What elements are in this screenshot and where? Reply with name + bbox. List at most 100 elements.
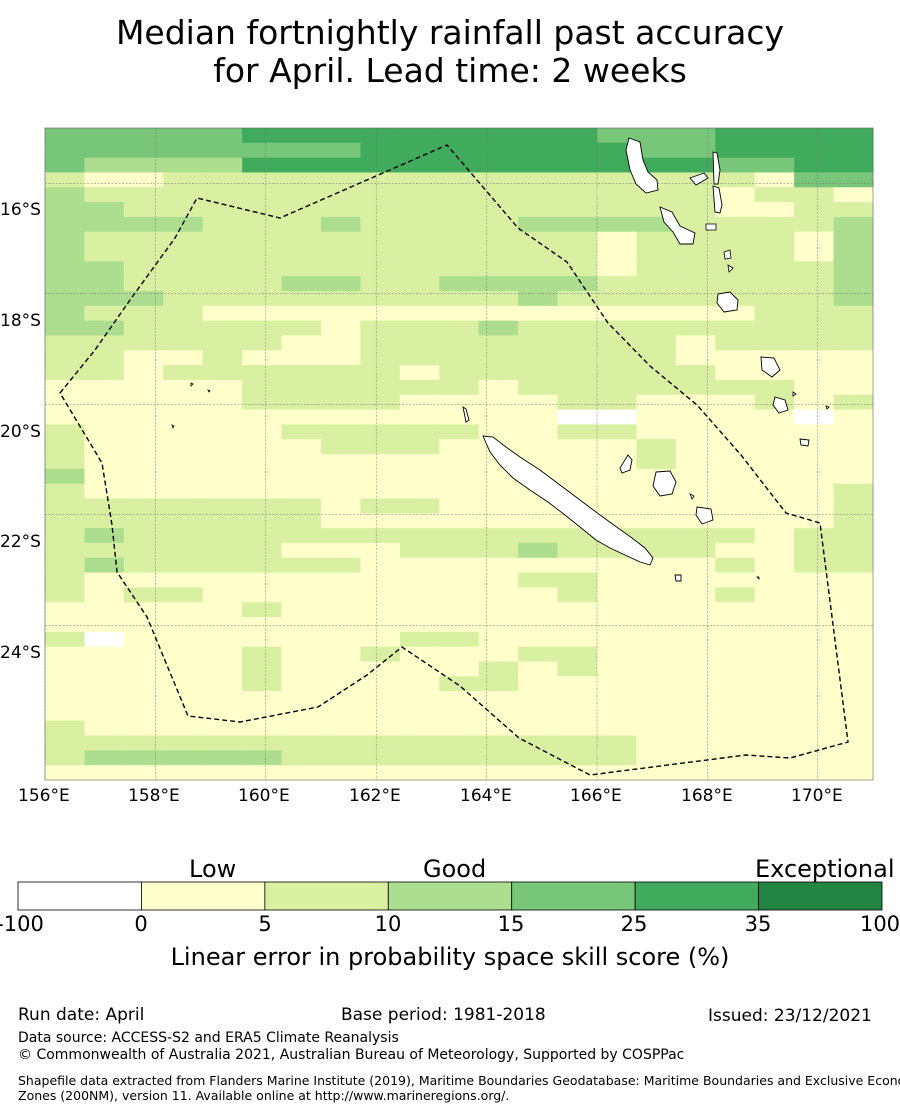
grid-cell	[163, 720, 204, 737]
grid-cell	[557, 572, 598, 588]
grid-cell	[478, 661, 519, 677]
grid-cell	[84, 379, 125, 396]
grid-cell	[597, 468, 637, 485]
grid-cell	[754, 557, 795, 574]
grid-cell	[597, 720, 637, 737]
grid-cell	[45, 542, 85, 559]
grid-cell	[163, 631, 204, 648]
grid-cell	[715, 720, 756, 737]
grid-cell	[242, 454, 283, 470]
grid-cell	[833, 231, 874, 248]
grid-cell	[675, 409, 716, 425]
grid-cell	[557, 720, 598, 737]
grid-cell	[478, 350, 519, 366]
grid-cell	[794, 468, 835, 485]
grid-cell	[242, 661, 283, 677]
grid-cell	[242, 483, 283, 499]
grid-cell	[281, 557, 322, 574]
grid-cell	[321, 379, 361, 396]
grid-cell	[557, 631, 598, 648]
grid-cell	[360, 661, 401, 677]
grid-cell	[715, 172, 756, 188]
grid-cell	[715, 617, 756, 633]
grid-cell	[399, 305, 440, 322]
isle-of-pines	[674, 574, 682, 582]
grid-cell	[675, 528, 716, 544]
base-period: Base period: 1981-2018	[341, 1005, 546, 1025]
grid-cell	[163, 691, 204, 707]
x-tick-label: 156°E	[18, 786, 70, 806]
grid-cell	[636, 735, 677, 751]
grid-cell	[794, 157, 835, 173]
grid-cell	[754, 216, 795, 233]
grid-cell	[242, 750, 283, 766]
grid-cell	[754, 750, 795, 766]
grid-cell	[636, 661, 677, 677]
grid-cell	[833, 528, 874, 544]
grid-cell	[715, 765, 756, 781]
grid-cell	[754, 320, 795, 336]
grid-cell	[833, 483, 874, 499]
grid-cell	[794, 528, 835, 544]
grid-cell	[794, 735, 835, 751]
grid-cell	[478, 705, 519, 722]
grid-cell	[518, 394, 559, 411]
grid-cell	[360, 142, 401, 159]
grid-cell	[597, 172, 637, 188]
grid-cell	[123, 187, 164, 203]
grid-cell	[281, 454, 322, 470]
grid-cell	[321, 720, 361, 737]
grid-cell	[636, 128, 677, 144]
grid-cell	[675, 128, 716, 144]
grid-cell	[360, 157, 401, 173]
grid-cell	[202, 409, 243, 425]
grid-cell	[123, 202, 164, 218]
grid-cell	[399, 513, 440, 529]
grid-cell	[833, 187, 874, 203]
pentecost-island	[712, 185, 723, 214]
grid-cell	[399, 720, 440, 737]
grid-cell	[163, 542, 204, 559]
grid-cell	[281, 261, 322, 277]
grid-cell	[675, 261, 716, 277]
grid-cell	[163, 646, 204, 662]
grid-cell	[794, 350, 835, 366]
chart-title: Median fortnightly rainfall past accurac…	[0, 14, 900, 90]
grid-cell	[84, 231, 125, 248]
grid-cell	[597, 187, 637, 203]
grid-cell	[123, 350, 164, 366]
grid-cell	[399, 705, 440, 722]
grid-cell	[360, 631, 401, 648]
grid-cell	[518, 513, 559, 529]
grid-cell	[84, 320, 125, 336]
x-tick-label: 170°E	[791, 786, 843, 806]
grid-cell	[557, 379, 598, 396]
grid-cell	[45, 735, 85, 751]
grid-cell	[123, 468, 164, 485]
grid-cell	[321, 424, 361, 440]
grid-cell	[360, 498, 401, 514]
grid-cell	[715, 646, 756, 662]
grid-cell	[123, 528, 164, 544]
grid-cell	[833, 276, 874, 292]
grid-cell	[557, 676, 598, 692]
grid-cell	[715, 276, 756, 292]
grid-cell	[45, 691, 85, 707]
grid-cell	[794, 202, 835, 218]
grid-cell	[636, 454, 677, 470]
grid-cell	[45, 557, 85, 574]
belep-islands	[462, 406, 470, 423]
colorbar-segment	[387, 881, 513, 911]
grid-cell	[360, 587, 401, 603]
grid-cell	[518, 750, 559, 766]
grid-cell	[675, 246, 716, 262]
grid-cell	[84, 750, 125, 766]
grid-cell	[281, 750, 322, 766]
grid-cell	[202, 572, 243, 588]
grid-cell	[242, 513, 283, 529]
grid-cell	[715, 231, 756, 248]
title-line-1: Median fortnightly rainfall past accurac…	[115, 13, 785, 52]
grid-cell	[84, 128, 125, 144]
grid-cell	[754, 542, 795, 559]
grid-cell	[557, 735, 598, 751]
